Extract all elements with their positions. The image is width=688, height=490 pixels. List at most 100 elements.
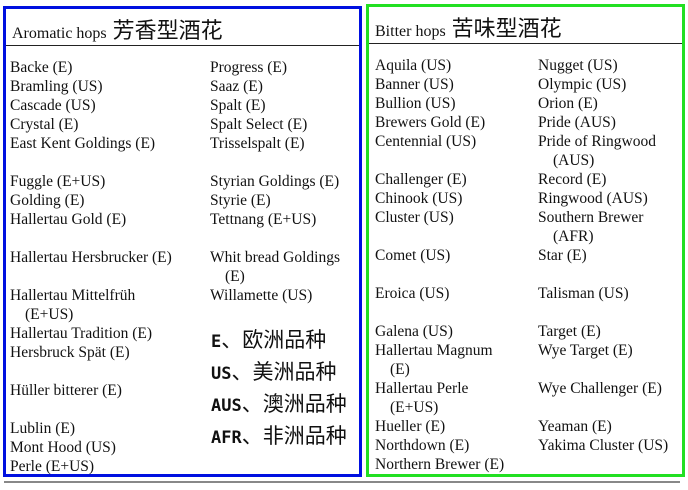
- list-item: Aquila (US): [375, 57, 452, 74]
- legend-code: US: [211, 364, 232, 384]
- list-item: Progress (E): [210, 59, 288, 76]
- list-item: Northdown (E): [375, 437, 470, 454]
- list-item: Banner (US): [375, 76, 454, 93]
- list-item: Eroica (US): [375, 285, 450, 302]
- list-item: Nugget (US): [538, 57, 618, 74]
- bitter-right-column: Nugget (US) Olympic (US) Orion (E) Pride (A…: [538, 56, 668, 455]
- blank-line: [375, 227, 504, 246]
- bitter-hops-panel: Bitter hops 苦味型酒花 Aquila (US) Banner (US) B…: [366, 4, 685, 477]
- bitter-title-zh: 苦味型酒花: [451, 17, 562, 42]
- aromatic-left-column: Backe (E) Bramling (US) Cascade (US) Crysta…: [10, 58, 172, 476]
- list-item: Mont Hood (US): [10, 439, 116, 456]
- list-item-continuation: (AUS): [553, 152, 595, 169]
- blank-line: [10, 267, 172, 286]
- blank-line: [210, 229, 340, 248]
- legend-sep: 、: [241, 424, 263, 448]
- list-item: Golding (E): [10, 192, 85, 209]
- aromatic-header: Aromatic hops 芳香型酒花: [12, 13, 223, 45]
- legend-sep: 、: [231, 360, 253, 384]
- blank-line: [10, 229, 172, 248]
- list-item: Fuggle (E+US): [10, 173, 106, 190]
- list-item: Saaz (E): [210, 78, 263, 95]
- legend-item: AFR、非洲品种: [211, 421, 347, 453]
- bitter-header: Bitter hops 苦味型酒花: [375, 11, 562, 43]
- blank-line: [375, 151, 504, 170]
- aromatic-hops-panel: Aromatic hops 芳香型酒花 Backe (E) Bramling (US…: [3, 6, 362, 477]
- blank-line: [538, 360, 668, 379]
- list-item: Ringwood (AUS): [538, 190, 648, 207]
- legend-label: 非洲品种: [262, 424, 347, 448]
- list-item: Hallertau Magnum: [375, 342, 493, 359]
- list-item: Hallertau Perle: [375, 380, 469, 397]
- list-item: Galena (US): [375, 323, 453, 340]
- list-item: Yakima Cluster (US): [538, 437, 669, 454]
- list-item: Hüller bitterer (E): [10, 382, 122, 399]
- legend-label: 澳洲品种: [262, 392, 347, 416]
- list-item: Centennial (US): [375, 133, 477, 150]
- list-item: Hersbruck Spät (E): [10, 344, 130, 361]
- list-item: Spalt Select (E): [210, 116, 308, 133]
- list-item: Challenger (E): [375, 171, 467, 188]
- aromatic-title-zh: 芳香型酒花: [112, 19, 223, 44]
- header-divider: [369, 43, 682, 44]
- list-item: Talisman (US): [538, 285, 629, 302]
- list-item: Record (E): [538, 171, 607, 188]
- aromatic-title: Aromatic hops: [12, 25, 107, 42]
- list-item: Hallertau Mittelfrüh: [10, 287, 136, 304]
- list-item: Northern Brewer (E): [375, 456, 505, 473]
- list-item: Pride (AUS): [538, 114, 616, 131]
- list-item: Hueller (E): [375, 418, 446, 435]
- list-item: Olympic (US): [538, 76, 627, 93]
- blank-line: [10, 362, 172, 381]
- list-item: Wye Target (E): [538, 342, 633, 359]
- list-item: Hallertau Hersbrucker (E): [10, 249, 172, 266]
- list-item-continuation: (E+US): [25, 306, 74, 323]
- list-item: Pride of Ringwood: [538, 133, 656, 150]
- list-item: Target (E): [538, 323, 601, 340]
- list-item: Orion (E): [538, 95, 598, 112]
- list-item: Bullion (US): [375, 95, 456, 112]
- list-item: Whit bread Goldings: [210, 249, 341, 266]
- list-item: Hallertau Tradition (E): [10, 325, 153, 342]
- header-divider: [6, 45, 359, 46]
- list-item: Comet (US): [375, 247, 451, 264]
- list-item: Styrie (E): [210, 192, 271, 209]
- list-item: Brewers Gold (E): [375, 114, 486, 131]
- blank-line: [10, 153, 172, 172]
- legend-code: AFR: [211, 428, 242, 448]
- list-item-continuation: (E): [390, 361, 410, 378]
- blank-line: [210, 153, 340, 172]
- legend-code: AUS: [211, 396, 242, 416]
- blank-line: [538, 265, 668, 284]
- list-item: Backe (E): [10, 59, 73, 76]
- list-item: Willamette (US): [210, 287, 313, 304]
- list-item-continuation: (E): [225, 268, 245, 285]
- list-item: Spalt (E): [210, 97, 266, 114]
- bottom-rule: [4, 481, 680, 483]
- legend-label: 欧洲品种: [242, 328, 327, 352]
- blank-line: [10, 400, 172, 419]
- legend-label: 美洲品种: [252, 360, 337, 384]
- aromatic-right-column: Progress (E) Saaz (E) Spalt (E) Spalt Selec…: [210, 58, 340, 305]
- legend-item: US、美洲品种: [211, 357, 347, 389]
- list-item: Crystal (E): [10, 116, 79, 133]
- list-item-continuation: (AFR): [553, 228, 594, 245]
- list-item: Hallertau Gold (E): [10, 211, 127, 228]
- list-item: Cluster (US): [375, 209, 454, 226]
- legend-sep: 、: [221, 328, 243, 352]
- list-item: Tettnang (E+US): [210, 211, 317, 228]
- list-item-continuation: (E+US): [390, 399, 439, 416]
- list-item: Star (E): [538, 247, 587, 264]
- legend-item: E、欧洲品种: [211, 325, 347, 357]
- list-item: Cascade (US): [10, 97, 96, 114]
- list-item: Southern Brewer: [538, 209, 644, 226]
- list-item: Perle (E+US): [10, 458, 95, 475]
- list-item: Trisselspalt (E): [210, 135, 305, 152]
- list-item: Wye Challenger (E): [538, 380, 662, 397]
- blank-line: [538, 303, 668, 322]
- list-item: Bramling (US): [10, 78, 103, 95]
- legend-sep: 、: [241, 392, 263, 416]
- origin-legend: E、欧洲品种 US、美洲品种 AUS、澳洲品种 AFR、非洲品种: [211, 325, 347, 453]
- blank-line: [375, 265, 504, 284]
- blank-line: [538, 398, 668, 417]
